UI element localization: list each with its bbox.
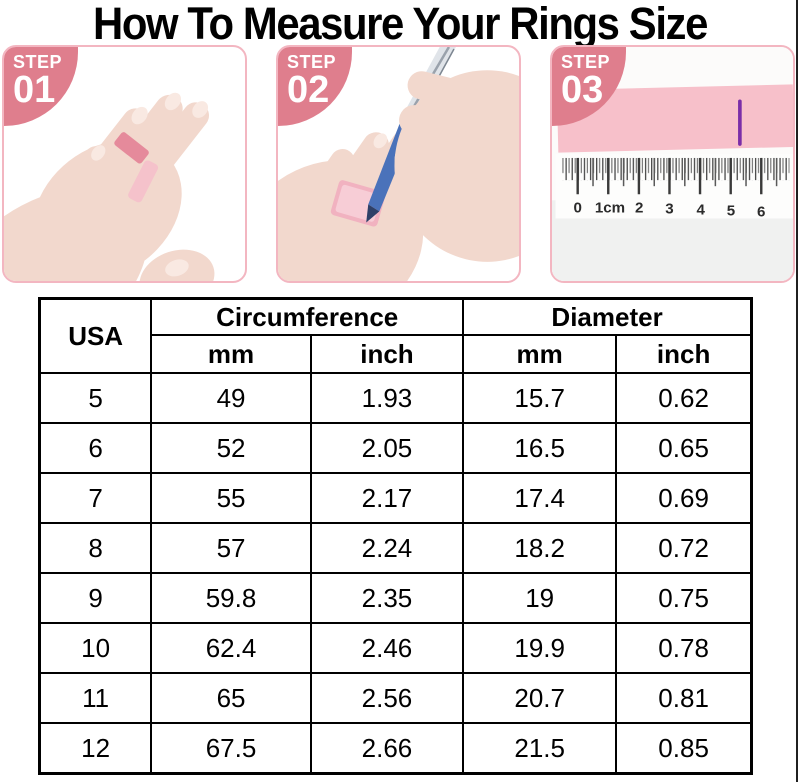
cell-circ-mm: 57 — [150, 522, 312, 574]
step1-card: STEP 01 — [2, 45, 247, 283]
cell-diam-inch: 0.85 — [615, 722, 753, 775]
cell-diam-mm: 19.9 — [462, 622, 618, 674]
cell-circ-mm: 55 — [150, 472, 312, 524]
ribbon-strip — [556, 84, 793, 153]
cell-circ-inch: 2.35 — [309, 572, 465, 624]
table-row: 5 49 1.93 15.7 0.62 — [38, 372, 753, 424]
cell-usa: 11 — [38, 672, 153, 724]
ink-mark — [738, 99, 742, 146]
cell-diam-mm: 15.7 — [462, 372, 618, 424]
ruler-tick-label: 5 — [727, 202, 735, 219]
ruler-tick-label: 3 — [665, 200, 673, 217]
step-number: 02 — [287, 69, 330, 111]
step-label: STEP — [13, 52, 63, 72]
cell-diam-mm: 21.5 — [462, 722, 618, 775]
header-diam-inch: inch — [615, 334, 753, 374]
cell-diam-mm: 19 — [462, 572, 618, 624]
table-row: 7 55 2.17 17.4 0.69 — [38, 472, 753, 524]
ruler-illustration: 0 1cm 2 3 4 5 6 — [555, 153, 793, 220]
cell-circ-mm: 49 — [150, 372, 312, 424]
ring-size-table: USA Circumference Diameter mm inch mm in… — [38, 297, 753, 775]
cell-diam-inch: 0.62 — [615, 372, 753, 424]
cell-circ-inch: 2.24 — [309, 522, 465, 574]
cell-usa: 8 — [38, 522, 153, 574]
step-number: 01 — [13, 69, 56, 111]
table-row: 12 67.5 2.66 21.5 0.85 — [38, 722, 753, 775]
cell-diam-inch: 0.81 — [615, 672, 753, 724]
step3-badge: STEP 03 — [552, 47, 626, 126]
cell-circ-mm: 65 — [150, 672, 312, 724]
header-circ-inch: inch — [309, 334, 465, 374]
cell-diam-inch: 0.75 — [615, 572, 753, 624]
fingernails — [91, 92, 209, 277]
header-diam-mm: mm — [462, 334, 618, 374]
cell-circ-inch: 2.66 — [309, 722, 465, 775]
cell-diam-mm: 16.5 — [462, 422, 618, 474]
cell-diam-mm: 20.7 — [462, 672, 618, 724]
table-row: 6 52 2.05 16.5 0.65 — [38, 422, 753, 474]
cell-circ-inch: 2.05 — [309, 422, 465, 474]
ruler-tick-label: 6 — [757, 203, 765, 220]
step3-card: 0 1cm 2 3 4 5 6 STEP 03 — [550, 45, 795, 283]
table-row: 9 59.8 2.35 19 0.75 — [38, 572, 753, 624]
fingernail — [373, 133, 388, 149]
cell-diam-inch: 0.65 — [615, 422, 753, 474]
ribbon-tail — [128, 160, 159, 203]
cell-usa: 12 — [38, 722, 153, 775]
cell-usa: 5 — [38, 372, 153, 424]
cell-circ-mm: 59.8 — [150, 572, 312, 624]
step-number: 03 — [561, 69, 604, 111]
cell-circ-inch: 1.93 — [309, 372, 465, 424]
right-hand-illustration — [394, 70, 519, 262]
step2-card: STEP 02 — [276, 45, 521, 283]
step2-marking-photo — [278, 47, 519, 281]
cell-usa: 9 — [38, 572, 153, 624]
cell-circ-mm: 52 — [150, 422, 312, 474]
header-diameter: Diameter — [462, 297, 753, 336]
table-row: 10 62.4 2.46 19.9 0.78 — [38, 622, 753, 674]
ruler-tick-label: 1cm — [595, 199, 625, 216]
cell-circ-mm: 67.5 — [150, 722, 312, 775]
cell-diam-inch: 0.69 — [615, 472, 753, 524]
hand-illustration — [4, 94, 215, 281]
step1-hand-photo — [4, 92, 215, 281]
ruler-tick-label: 2 — [635, 199, 643, 216]
ribbon-band — [114, 132, 149, 164]
cell-diam-inch: 0.78 — [615, 622, 753, 674]
table-row: 11 65 2.56 20.7 0.81 — [38, 672, 753, 724]
header-circ-mm: mm — [150, 334, 312, 374]
table-row: 8 57 2.24 18.2 0.72 — [38, 522, 753, 574]
cell-usa: 6 — [38, 422, 153, 474]
header-usa: USA — [38, 297, 153, 374]
header-circumference: Circumference — [150, 297, 465, 336]
cell-diam-inch: 0.72 — [615, 522, 753, 574]
page-title: How To Measure Your Rings Size — [93, 0, 708, 49]
ruler-tick-label: 4 — [697, 201, 706, 218]
cell-circ-inch: 2.56 — [309, 672, 465, 724]
steps-row: STEP 01 — [0, 45, 800, 285]
cell-diam-mm: 17.4 — [462, 472, 618, 524]
step-label: STEP — [287, 52, 337, 72]
page-edge-line — [796, 0, 798, 782]
cell-usa: 10 — [38, 622, 153, 674]
cell-circ-inch: 2.17 — [309, 472, 465, 524]
step-label: STEP — [561, 52, 611, 72]
cell-diam-mm: 18.2 — [462, 522, 618, 574]
cell-usa: 7 — [38, 472, 153, 524]
cell-circ-inch: 2.46 — [309, 622, 465, 674]
ruler-tick-label: 0 — [573, 199, 581, 216]
cell-circ-mm: 62.4 — [150, 622, 312, 674]
